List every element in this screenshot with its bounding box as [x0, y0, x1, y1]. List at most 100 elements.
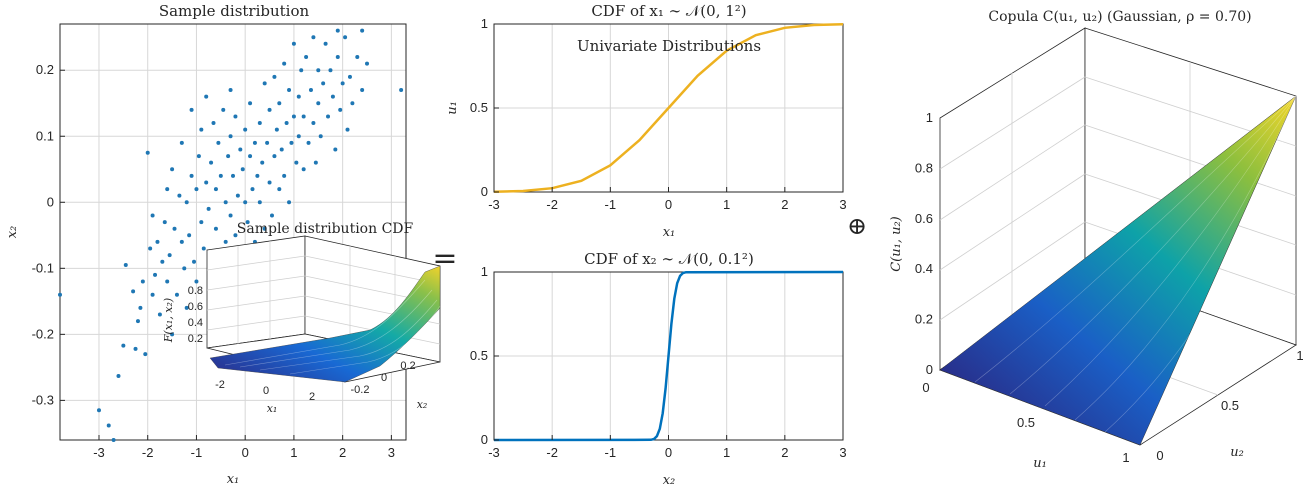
inset-title: Sample distribution CDF	[237, 221, 414, 237]
cdf2-x-label: x₂	[663, 473, 676, 488]
scatter-x-tick-label: -3	[93, 445, 105, 460]
scatter-point	[399, 88, 404, 93]
scatter-point	[213, 187, 218, 192]
scatter-point	[150, 213, 155, 218]
scatter-point	[304, 55, 309, 60]
scatter-point	[189, 107, 194, 112]
scatter-point	[143, 352, 148, 357]
scatter-point	[301, 167, 306, 172]
scatter-point	[148, 246, 153, 251]
inset-y-label: x₂	[417, 398, 428, 411]
copula-x-tick-label: 0.5	[1017, 415, 1035, 430]
cdf1-x-tick-label: 3	[839, 197, 846, 212]
scatter-point	[211, 121, 216, 126]
scatter-point	[160, 259, 165, 264]
inset-y-tick-label: 0.2	[400, 360, 415, 372]
scatter-point	[248, 154, 253, 159]
scatter-title: Sample distribution	[159, 2, 310, 20]
copula-y-tick-label: 0	[1156, 448, 1163, 463]
scatter-point	[250, 187, 255, 192]
scatter-point	[267, 107, 272, 112]
scatter-point	[321, 81, 326, 86]
scatter-point	[209, 160, 214, 165]
cdf1-plot: CDF of x₁ ∼ 𝒩(0, 1²) Univariate Distribu…	[445, 2, 847, 240]
scatter-point	[233, 114, 238, 119]
scatter-point	[204, 180, 209, 185]
copula-x-ticks: 00.51	[922, 380, 1129, 465]
scatter-point	[330, 94, 335, 99]
scatter-x-tick-label: -1	[191, 445, 203, 460]
scatter-point	[340, 81, 345, 86]
inset-y-tick-label: 0	[381, 372, 387, 384]
scatter-point	[260, 160, 265, 165]
scatter-point	[335, 28, 340, 33]
scatter-point	[262, 81, 267, 86]
scatter-point	[170, 167, 175, 172]
cdf2-x-tick-label: 0	[665, 445, 672, 460]
cdf2-x-tick-label: 3	[839, 445, 846, 460]
copula-z-tick-label: 0.8	[915, 160, 933, 175]
scatter-point	[277, 187, 282, 192]
scatter-y-tick-label: -0.2	[32, 326, 54, 341]
scatter-point	[294, 160, 299, 165]
scatter-x-tick-label: -2	[142, 445, 154, 460]
copula-surface	[939, 95, 1297, 446]
cdf1-x-tick-label: 1	[723, 197, 730, 212]
scatter-point	[301, 114, 306, 119]
scatter-point	[235, 193, 240, 198]
scatter-point	[262, 226, 267, 231]
scatter-point	[323, 41, 328, 46]
scatter-point	[162, 220, 167, 225]
scatter-point	[326, 114, 331, 119]
cdf2-plot: CDF of x₂ ∼ 𝒩(0, 0.1²) -3 -2 -1 0 1 2 3 00.51 …	[470, 250, 847, 488]
cdf2-x-tick-label: 2	[781, 445, 788, 460]
scatter-point	[123, 263, 128, 268]
scatter-point	[192, 259, 197, 264]
cdf1-title: CDF of x₁ ∼ 𝒩(0, 1²)	[591, 2, 746, 20]
copula-z-tick-label: 0	[926, 362, 933, 377]
scatter-point	[96, 408, 101, 413]
scatter-point	[174, 292, 179, 297]
copula-title: Copula C(u₁, u₂) (Gaussian, ρ = 0.70)	[988, 9, 1251, 25]
cdf2-series-line	[493, 270, 844, 442]
scatter-x-tick-label: 2	[339, 445, 346, 460]
copula-y-ticks: 00.51	[1156, 348, 1303, 463]
scatter-point	[257, 200, 262, 205]
inset-z-tick-label: 0.2	[188, 333, 203, 345]
scatter-x-label: x₁	[227, 472, 240, 487]
cdf2-x-ticks: -3 -2 -1 0 1 2 3	[488, 435, 847, 460]
scatter-point	[267, 180, 272, 185]
cdf1-x-tick-label: 0	[665, 197, 672, 212]
scatter-point	[145, 150, 150, 155]
cdf1-y-ticks: 00.51	[470, 16, 499, 199]
scatter-point	[165, 187, 170, 192]
copula-z-tick-label: 0.6	[915, 211, 933, 226]
cdf1-y-tick-label: 0	[481, 184, 488, 199]
cdf1-x-tick-label: -2	[546, 197, 558, 212]
scatter-point	[279, 147, 284, 152]
scatter-point	[194, 279, 199, 284]
copula-z-tick-label: 0.2	[915, 312, 933, 327]
copula-x-tick-label: 0	[922, 380, 929, 395]
scatter-point	[284, 121, 289, 126]
scatter-point	[257, 121, 262, 126]
scatter-point	[296, 134, 301, 139]
scatter-point	[138, 305, 143, 310]
scatter-point	[133, 346, 138, 351]
scatter-point	[228, 134, 233, 139]
scatter-point	[311, 35, 316, 40]
scatter-point	[58, 292, 62, 297]
scatter-point	[116, 373, 121, 378]
scatter-point	[245, 220, 250, 225]
scatter-point	[355, 55, 360, 60]
equals-sign: =	[432, 241, 457, 276]
scatter-point	[135, 319, 140, 324]
scatter-point	[274, 127, 279, 132]
scatter-point	[316, 101, 321, 106]
cdf2-y-ticks: 00.51	[470, 264, 499, 447]
scatter-point	[121, 343, 126, 348]
inset-wall-grid	[206, 241, 441, 353]
scatter-point	[282, 61, 287, 66]
inset-x-ticks: -2 0 2	[215, 379, 315, 403]
